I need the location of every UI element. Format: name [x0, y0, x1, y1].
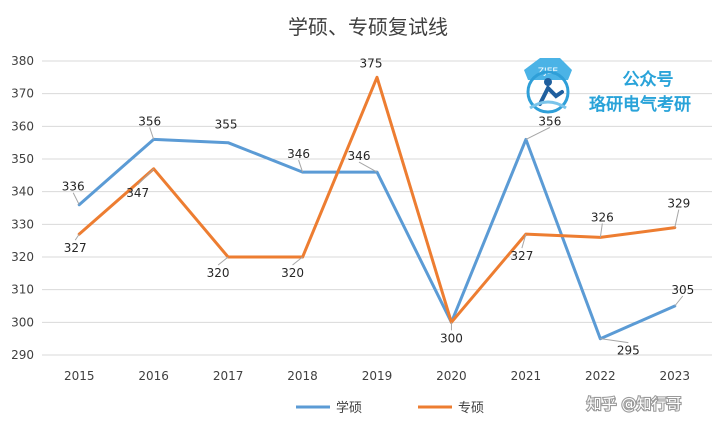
y-tick-label: 320 [11, 250, 34, 264]
data-label: 320 [281, 266, 304, 280]
mountain-runner-icon: ZJEE [524, 58, 572, 114]
data-label: 326 [591, 210, 614, 224]
chart-title: 学硕、专硕复试线 [288, 15, 448, 39]
data-label: 329 [667, 197, 690, 211]
x-tick-label: 2021 [511, 369, 542, 383]
data-label: 300 [440, 331, 463, 345]
watermark-line2: 珞研电气考研 [589, 94, 691, 115]
leader-line [298, 159, 304, 173]
y-tick-label: 300 [11, 315, 34, 329]
series-line-0 [77, 137, 677, 341]
y-tick-label: 340 [11, 185, 34, 199]
leader-line [674, 295, 684, 307]
data-label: 320 [207, 266, 230, 280]
footer-watermark: 知乎 @知行哥 [587, 395, 682, 413]
legend: 学硕 专硕 [296, 400, 484, 416]
series-lines [77, 75, 677, 341]
data-label: 355 [215, 118, 238, 132]
data-label: 327 [510, 249, 533, 263]
x-tick-label: 2017 [213, 369, 244, 383]
x-tick-label: 2018 [287, 369, 318, 383]
data-label: 305 [671, 283, 694, 297]
data-label: 295 [617, 344, 640, 358]
watermark-logo: ZJEE 公众号 珞研电气考研 [524, 58, 691, 115]
leader-line [137, 168, 155, 186]
leader-line [600, 338, 629, 344]
leader-line [525, 126, 551, 140]
y-tick-label: 350 [11, 152, 34, 166]
leader-line [599, 223, 603, 238]
data-label: 356 [538, 114, 561, 128]
data-label: 327 [64, 241, 87, 255]
data-label: 347 [126, 186, 149, 200]
x-tick-label: 2022 [585, 369, 616, 383]
x-axis-ticks: 2015 2016 2017 2018 2019 2020 2021 2022 2023 [64, 369, 690, 383]
leader-line [72, 192, 80, 205]
y-tick-label: 310 [11, 283, 34, 297]
leader-line [521, 233, 527, 249]
x-tick-label: 2023 [660, 369, 691, 383]
data-label: 336 [62, 180, 85, 194]
y-tick-label: 330 [11, 217, 34, 231]
series-line-1 [77, 75, 677, 324]
y-tick-label: 380 [11, 54, 34, 68]
legend-label-0: 学硕 [336, 400, 362, 416]
x-tick-label: 2020 [436, 369, 467, 383]
leader-line [149, 127, 155, 140]
leader-line [358, 161, 378, 173]
leader-line [74, 233, 80, 241]
x-tick-label: 2015 [64, 369, 95, 383]
leader-line [674, 209, 680, 228]
leader-line [217, 256, 229, 266]
leader-line [292, 256, 303, 266]
y-tick-label: 290 [11, 348, 34, 362]
watermark-line1: 公众号 [623, 69, 674, 90]
x-tick-label: 2016 [138, 369, 169, 383]
y-tick-label: 370 [11, 87, 34, 101]
data-labels: 336 356 355 346 346 356 295 305 327 347 320 320 375 3… [62, 56, 694, 357]
x-tick-label: 2019 [362, 369, 393, 383]
gridlines [42, 60, 712, 356]
data-label: 346 [287, 147, 310, 161]
data-label: 346 [348, 149, 371, 163]
y-axis-ticks: 290 300 310 320 330 340 350 360 370 380 [11, 54, 34, 362]
data-label: 375 [360, 56, 383, 70]
data-label: 356 [138, 114, 161, 128]
legend-label-1: 专硕 [458, 401, 484, 416]
y-tick-label: 360 [11, 119, 34, 133]
